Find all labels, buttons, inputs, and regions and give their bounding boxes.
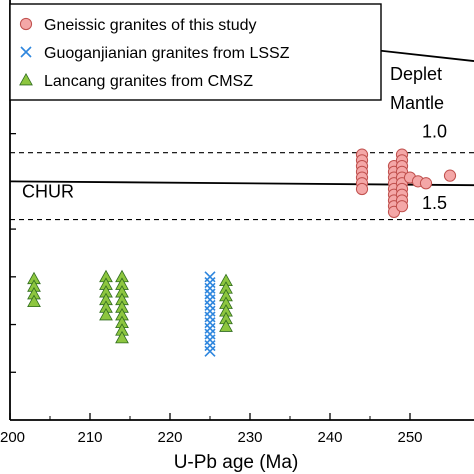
x-tick-label-5: 250 <box>397 429 422 446</box>
legend-marker-0 <box>19 17 33 31</box>
x-tick-label-3: 230 <box>237 429 262 446</box>
point-s2-3 <box>27 294 41 307</box>
x-tick-label-1: 210 <box>77 429 102 446</box>
annotation-1: Mantle <box>390 93 444 113</box>
annotation-3: 1.0 <box>422 121 447 141</box>
legend-box <box>9 3 382 101</box>
point-s2-25 <box>219 319 233 332</box>
annotation-4: 1.5 <box>422 193 447 213</box>
legend-label-2: Lancang granites from CMSZ <box>44 73 253 90</box>
x-axis-label: U-Pb age (Ma) <box>174 452 299 473</box>
point-s1-13 <box>204 345 216 357</box>
x-tick-label-4: 240 <box>317 429 342 446</box>
point-s0-28 <box>419 177 433 190</box>
legend-label-0: Gneissic granites of this study <box>44 17 257 34</box>
legend: Gneissic granites of this study Guoganjia… <box>9 3 382 101</box>
legend-marker-1 <box>20 46 32 58</box>
annotation-2: CHUR <box>22 182 74 202</box>
point-s2-9 <box>99 307 113 321</box>
point-s2-18 <box>115 330 129 344</box>
x-tick-label-0: 200 <box>0 429 25 446</box>
x-tick-label-2: 220 <box>157 429 182 446</box>
annotation-0: Deplet <box>390 64 442 84</box>
point-s0-29 <box>443 169 457 182</box>
legend-label-1: Guoganjianian granites from LSSZ <box>44 45 290 62</box>
point-s0-6 <box>355 182 369 196</box>
legend-marker-2 <box>19 72 33 86</box>
point-s0-25 <box>395 200 409 213</box>
